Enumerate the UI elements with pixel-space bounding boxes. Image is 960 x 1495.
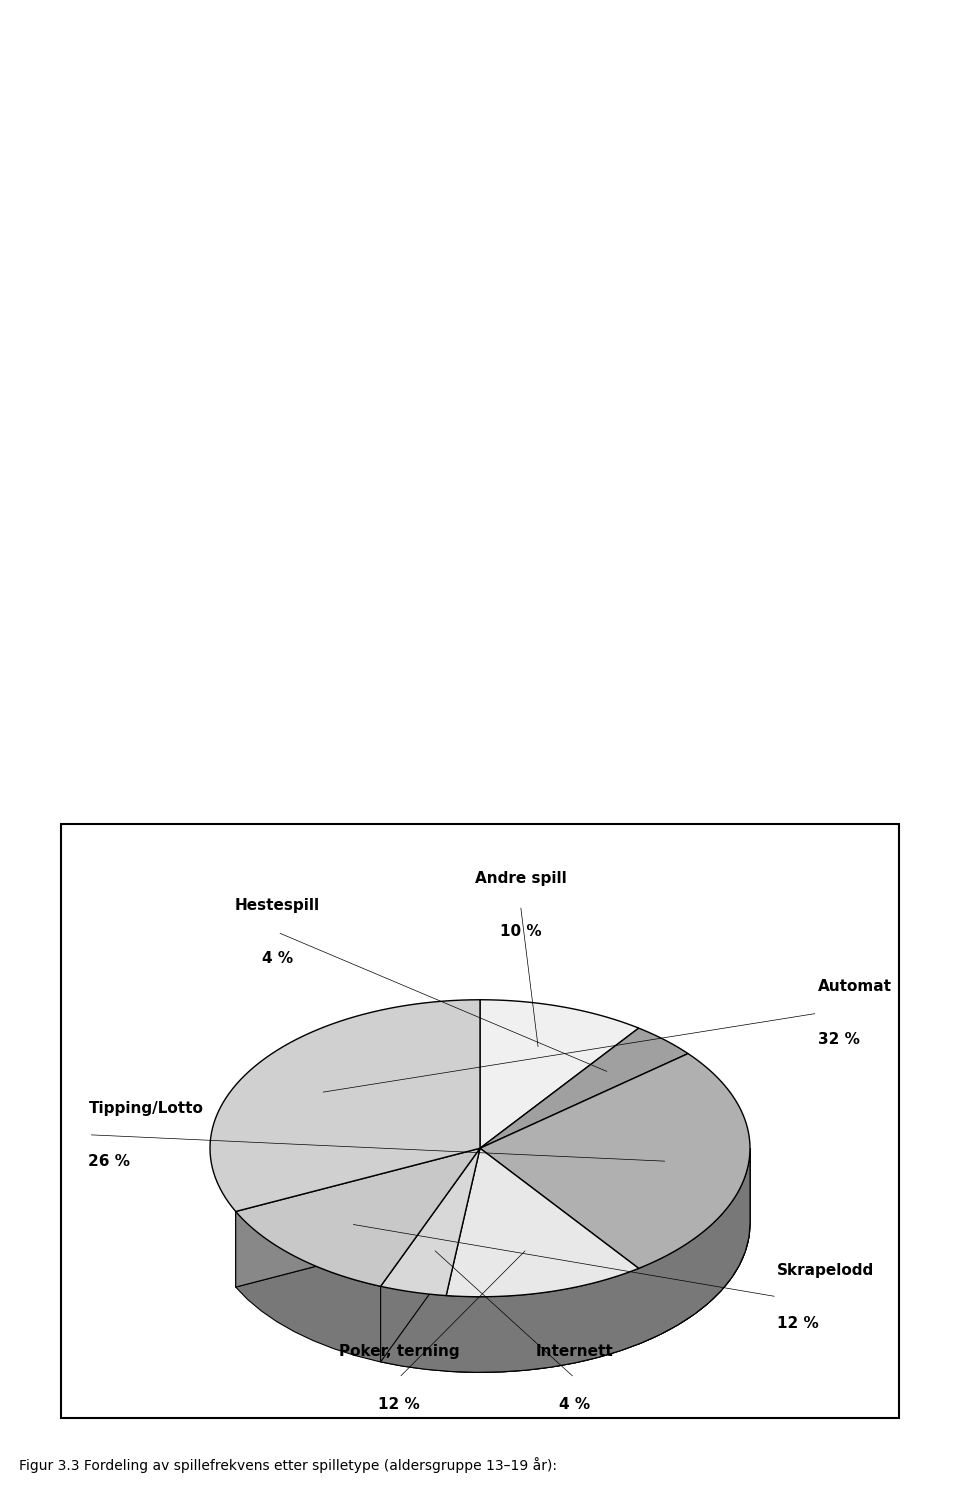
Polygon shape	[446, 1148, 750, 1372]
Text: Tipping/Lotto: Tipping/Lotto	[88, 1100, 204, 1115]
Polygon shape	[480, 1148, 638, 1344]
Text: 4 %: 4 %	[262, 951, 293, 966]
Polygon shape	[380, 1148, 480, 1362]
Polygon shape	[638, 1148, 750, 1344]
Polygon shape	[380, 1148, 480, 1296]
Polygon shape	[446, 1148, 480, 1371]
Polygon shape	[480, 1148, 638, 1344]
Polygon shape	[480, 1000, 638, 1148]
Polygon shape	[446, 1148, 638, 1296]
Text: Poker, terning: Poker, terning	[339, 1344, 459, 1359]
Text: Skrapelodd: Skrapelodd	[777, 1263, 875, 1278]
Polygon shape	[380, 1148, 480, 1362]
Polygon shape	[236, 1148, 480, 1287]
Text: Andre spill: Andre spill	[474, 872, 566, 887]
Polygon shape	[210, 1000, 480, 1211]
Polygon shape	[236, 1148, 480, 1287]
Text: 12 %: 12 %	[378, 1396, 420, 1411]
Text: Automat: Automat	[818, 979, 892, 994]
Polygon shape	[446, 1148, 480, 1371]
Polygon shape	[480, 1029, 688, 1148]
Text: Internett: Internett	[536, 1344, 613, 1359]
Text: Hestespill: Hestespill	[235, 898, 320, 913]
Polygon shape	[380, 1148, 750, 1372]
Polygon shape	[480, 1054, 750, 1268]
Polygon shape	[236, 1148, 750, 1372]
Text: Figur 3.3 Fordeling av spillefrekvens etter spilletype (aldersgruppe 13–19 år):: Figur 3.3 Fordeling av spillefrekvens et…	[19, 1458, 557, 1473]
Text: 10 %: 10 %	[500, 924, 541, 939]
Text: 12 %: 12 %	[777, 1316, 819, 1331]
Text: 26 %: 26 %	[88, 1154, 131, 1169]
Polygon shape	[236, 1148, 480, 1286]
Text: 32 %: 32 %	[818, 1032, 859, 1046]
Text: 4 %: 4 %	[559, 1396, 590, 1411]
